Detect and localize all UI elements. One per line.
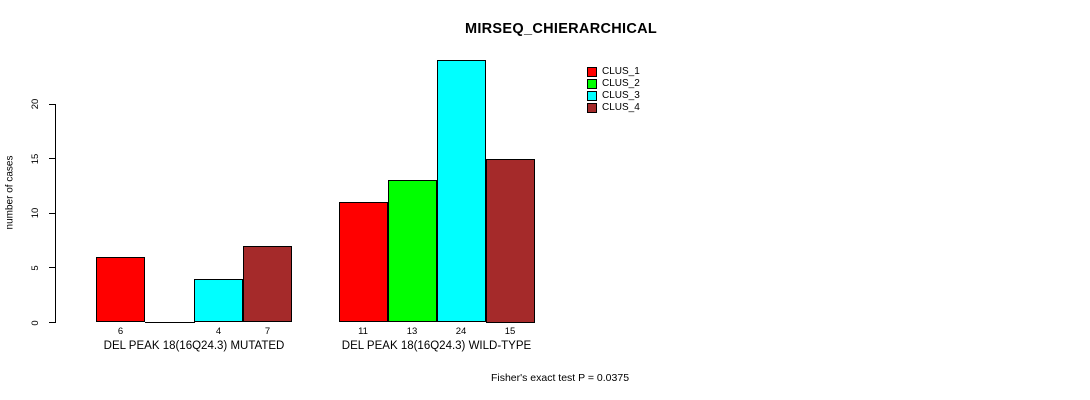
bar-clus_2-group1-zero [145,321,195,323]
fisher-test-annotation: Fisher's exact test P = 0.0375 [490,372,630,384]
y-tick-label: 5 [30,265,41,271]
category-label: DEL PEAK 18(16Q24.3) MUTATED [103,340,285,352]
y-tick-label: 0 [30,319,41,326]
legend-label-clus_3: CLUS_3 [602,89,640,101]
bar-clus_4-group2 [485,158,535,323]
bar-clus_3-group1 [194,278,243,323]
legend-label-clus_2: CLUS_2 [602,77,640,89]
bar-value-label: 15 [504,326,516,337]
legend-label-clus_1: CLUS_1 [602,65,640,77]
y-tick-mark [49,212,56,214]
y-tick-mark [49,158,56,160]
category-label: DEL PEAK 18(16Q24.3) WILD-TYPE [341,340,532,352]
y-tick-label: 15 [30,153,41,164]
chart-title: MIRSEQ_CHIERARCHICAL [464,21,658,37]
legend-label-clus_4: CLUS_4 [602,101,640,113]
y-tick-mark [49,267,56,269]
bar-clus_2-group2 [387,180,437,323]
y-tick-label: 20 [30,98,41,110]
y-tick-mark [49,322,56,323]
bar-clus_4-group1 [243,246,292,323]
legend-swatch-clus_2 [587,79,597,89]
legend-swatch-clus_3 [587,91,597,101]
bar-value-label: 11 [358,326,368,337]
y-tick-label: 10 [30,207,41,219]
bar-clus_3-group2 [436,60,486,323]
bar-clus_1-group2 [338,202,388,323]
y-tick-mark [49,103,56,105]
bar-clus_1-group1 [96,256,145,323]
bar-value-label: 6 [117,326,124,337]
bar-value-label: 4 [215,326,222,337]
legend-swatch-clus_4 [587,103,597,113]
bar-value-label: 13 [406,326,418,337]
bar-value-label: 7 [264,326,271,337]
bar-value-label: 24 [455,326,467,337]
legend-swatch-clus_1 [587,67,597,77]
y-axis-title: number of cases [4,155,16,230]
